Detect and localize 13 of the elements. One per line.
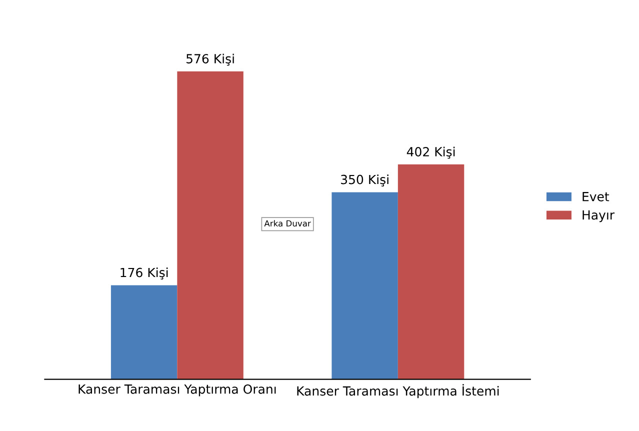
x-tick-label: Kanser Taraması Yaptırma İstemi (297, 384, 499, 398)
data-label: 176 Kişi (120, 268, 168, 280)
bar (177, 71, 244, 380)
bar (332, 192, 398, 380)
bar (398, 164, 464, 380)
data-label: 576 Kişi (186, 54, 234, 66)
x-tick-label: Kanser Taraması Yaptırma Oranı (78, 384, 276, 396)
data-label: 350 Kişi (341, 174, 388, 186)
bar (110, 285, 178, 380)
annotation: Arka Duvar (264, 220, 311, 227)
legend-label: Hayır (582, 210, 615, 222)
legend-label: Evet (582, 192, 610, 202)
data-label: 402 Kişi (406, 146, 455, 159)
